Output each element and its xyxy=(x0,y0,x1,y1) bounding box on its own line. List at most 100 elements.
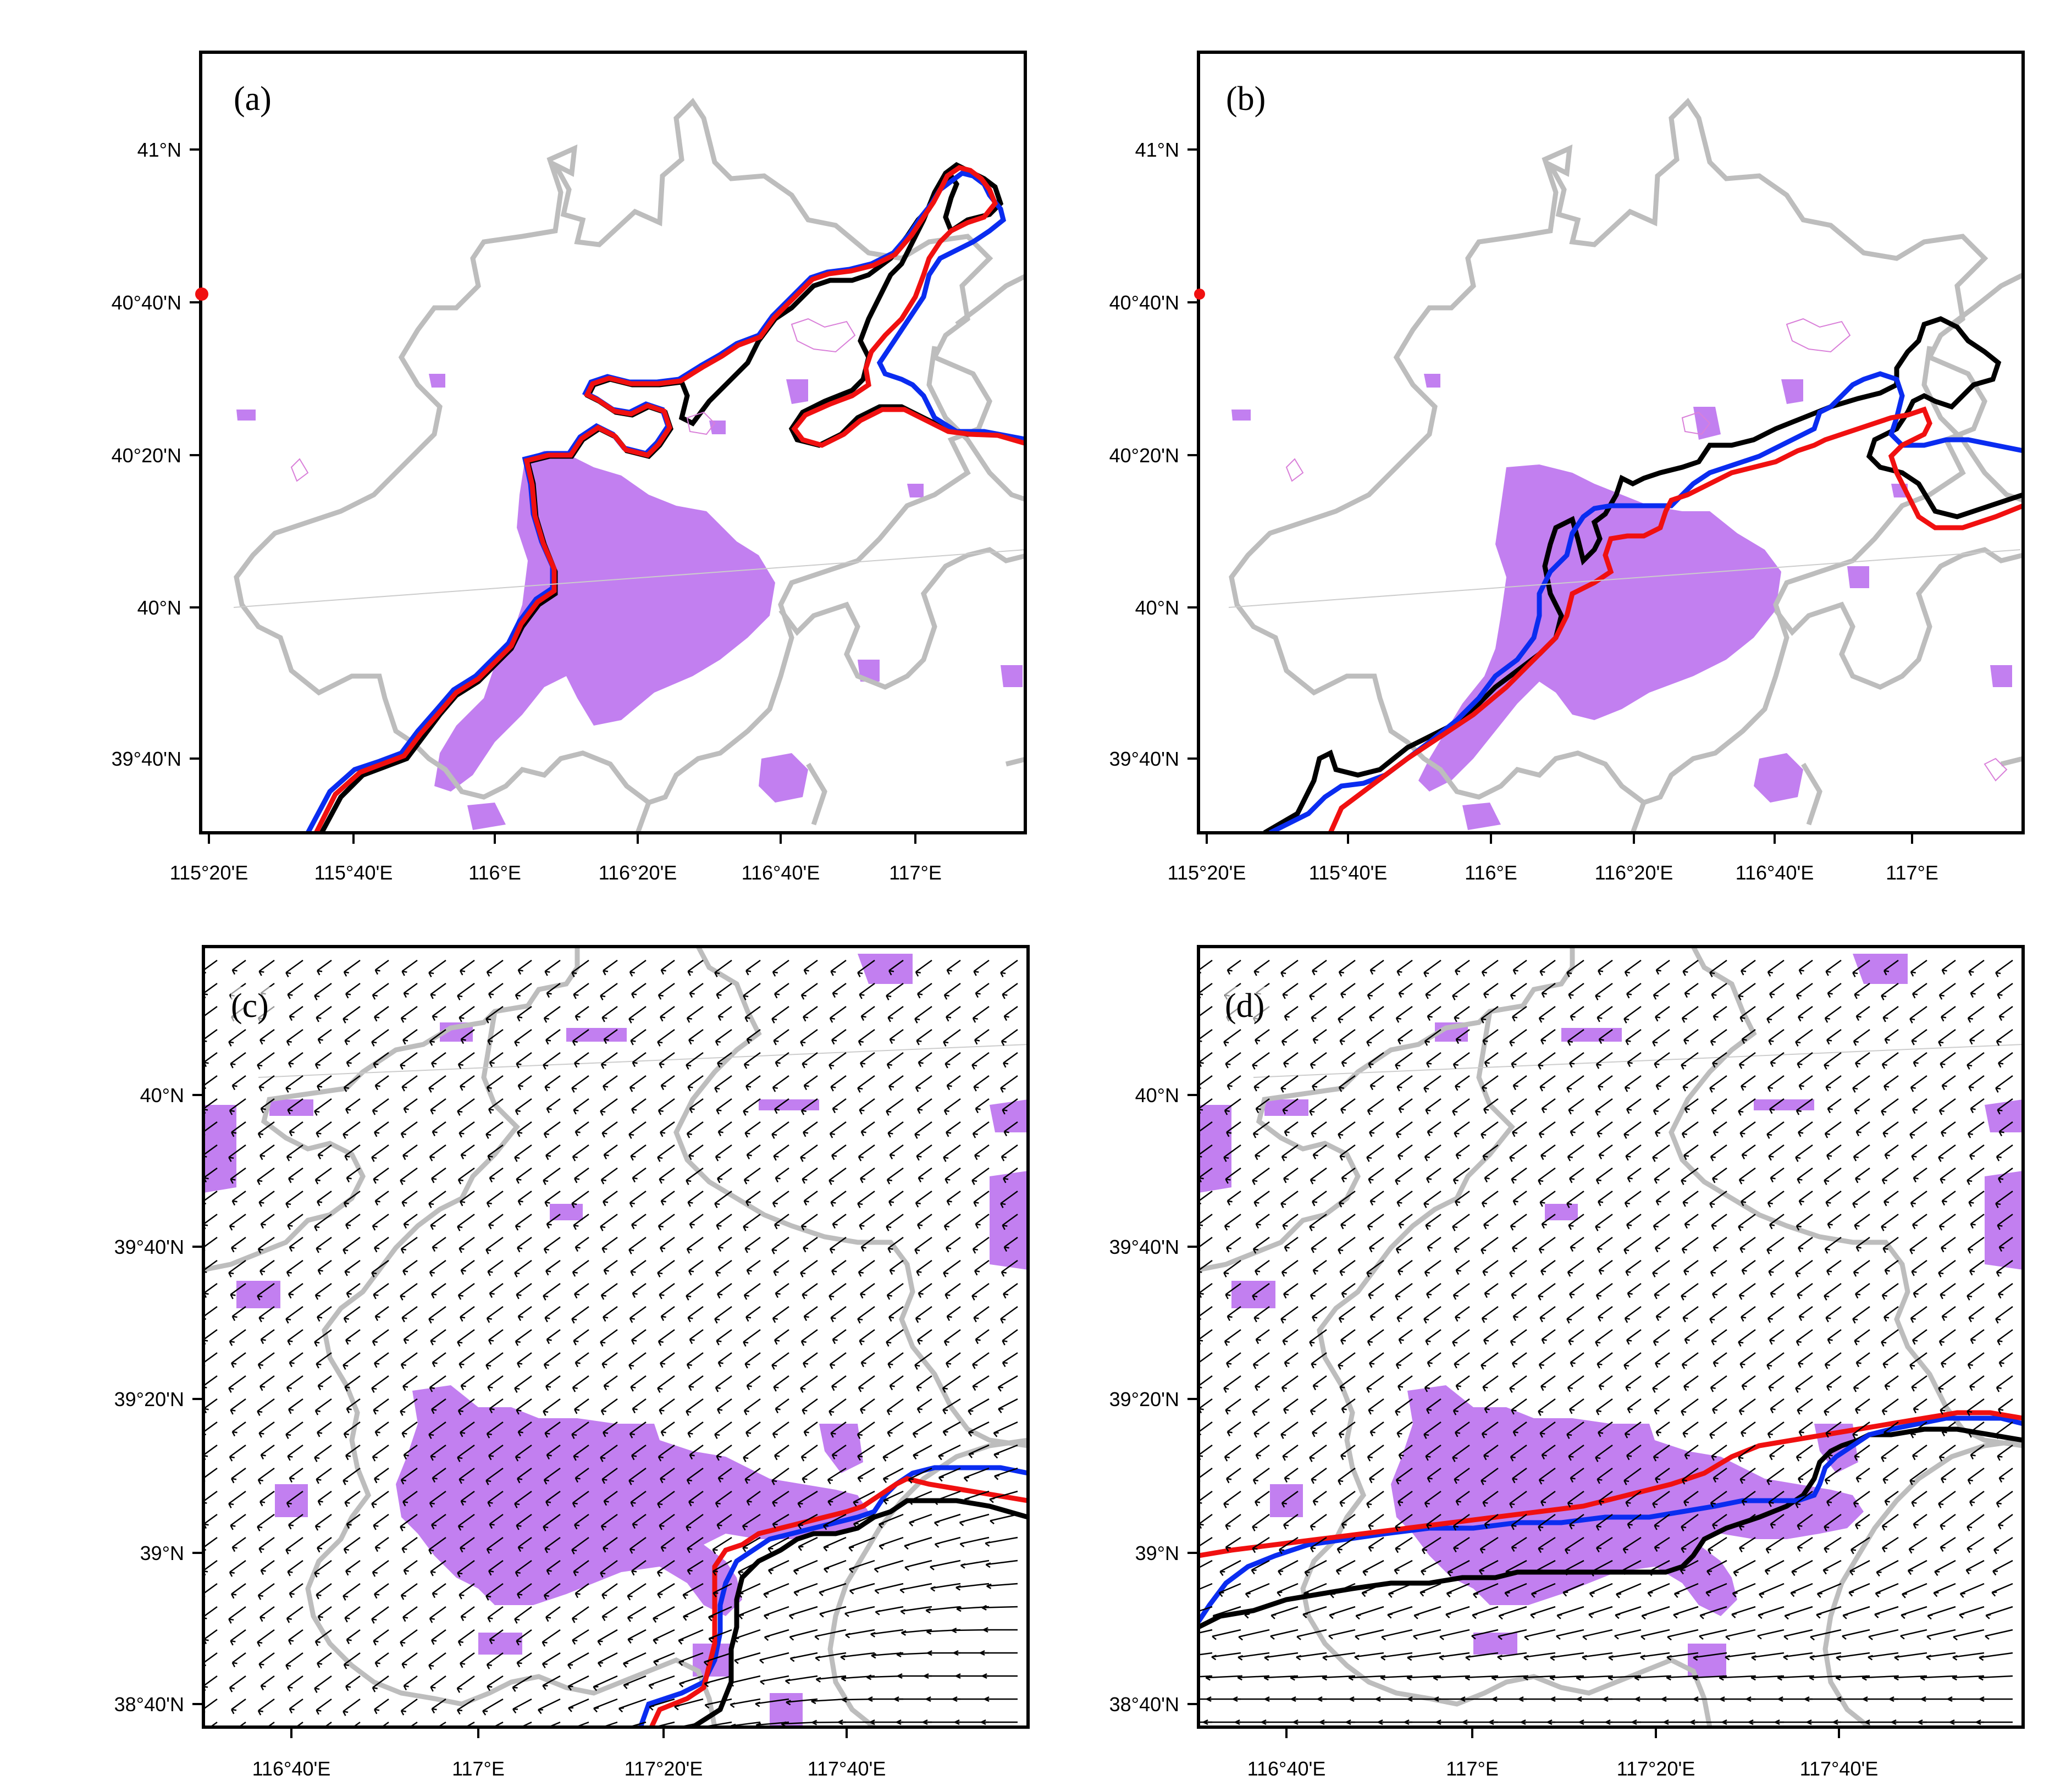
wind-vector xyxy=(1421,1559,1441,1576)
wind-vector xyxy=(1001,1028,1018,1046)
wind-vector xyxy=(830,1075,847,1092)
wind-vector xyxy=(1940,1282,1956,1299)
wind-vector xyxy=(1425,1444,1441,1461)
wind-vector xyxy=(517,959,532,975)
wind-vector xyxy=(286,1144,303,1162)
wind-vector xyxy=(430,1444,446,1461)
wind-vector xyxy=(1927,1606,1956,1620)
wind-vector xyxy=(1498,1629,1527,1640)
wind-vector xyxy=(512,1675,532,1692)
wind-vector xyxy=(1339,1028,1356,1046)
wind-vector xyxy=(1652,1259,1670,1277)
wind-vector xyxy=(1938,1375,1956,1393)
wind-vector xyxy=(1827,1444,1842,1460)
wind-vector xyxy=(542,1652,561,1668)
wind-vector xyxy=(257,1698,275,1716)
wind-vector xyxy=(1483,982,1499,999)
wind-vector xyxy=(1252,1121,1270,1138)
wind-vector xyxy=(1969,1028,1985,1045)
wind-vector xyxy=(1598,1144,1613,1160)
wind-vector xyxy=(1223,1490,1241,1508)
wind-vector xyxy=(457,1282,475,1300)
wind-vector xyxy=(1798,1306,1813,1321)
wind-vector xyxy=(372,1098,389,1115)
wind-vector xyxy=(1768,1028,1785,1046)
wind-vector xyxy=(1709,959,1727,977)
wind-vector xyxy=(1224,1444,1241,1462)
wind-vector xyxy=(772,1306,789,1323)
panel-c-urban-patch xyxy=(759,1099,819,1110)
wind-vector xyxy=(959,1513,990,1526)
wind-vector xyxy=(917,982,932,999)
wind-vector xyxy=(1934,1559,1956,1577)
wind-vector xyxy=(1397,1259,1413,1276)
wind-vector xyxy=(1540,1375,1556,1391)
wind-vector xyxy=(1953,1629,1985,1641)
wind-vector xyxy=(516,1282,532,1299)
panel-c-urban-patch xyxy=(858,954,913,984)
wind-vector xyxy=(1710,1375,1727,1392)
wind-vector xyxy=(400,1005,418,1023)
wind-vector xyxy=(544,1190,561,1207)
wind-vector xyxy=(1368,1052,1384,1069)
wind-vector xyxy=(627,1629,647,1644)
wind-vector xyxy=(400,1121,418,1138)
wind-vector xyxy=(857,1467,875,1483)
wind-vector xyxy=(1711,1098,1727,1115)
wind-vector xyxy=(285,959,303,977)
wind-vector xyxy=(1281,1259,1299,1277)
wind-vector xyxy=(1000,959,1018,977)
wind-vector xyxy=(914,1352,932,1370)
wind-vector xyxy=(1920,1675,1956,1681)
wind-vector xyxy=(1296,1629,1327,1640)
wind-vector xyxy=(1725,1652,1756,1661)
wind-vector xyxy=(572,1259,589,1277)
wind-vector xyxy=(1738,1329,1756,1347)
wind-vector xyxy=(1996,1490,2013,1508)
wind-vector xyxy=(960,1559,990,1569)
panel-b-urban-area xyxy=(1418,464,1781,792)
wind-vector xyxy=(1597,1005,1613,1022)
wind-vector xyxy=(1882,1536,1899,1553)
wind-vector xyxy=(345,1675,361,1691)
panel-c-map xyxy=(203,947,1028,1727)
wind-vector xyxy=(1941,1005,1956,1022)
wind-vector xyxy=(1270,1606,1299,1619)
wind-vector xyxy=(1330,1583,1356,1599)
wind-vector xyxy=(660,959,675,975)
wind-vector xyxy=(1681,1398,1699,1416)
wind-vector xyxy=(1538,1352,1556,1369)
wind-vector xyxy=(660,1352,675,1368)
wind-vector xyxy=(744,1352,761,1369)
wind-vector xyxy=(1911,1144,1927,1161)
wind-vector xyxy=(1909,1467,1927,1485)
wind-vector xyxy=(1738,1398,1756,1415)
wind-vector xyxy=(488,1213,504,1230)
wind-vector xyxy=(1002,1098,1018,1115)
wind-vector xyxy=(1824,1513,1842,1531)
wind-vector xyxy=(848,1536,875,1552)
wind-vector xyxy=(1827,1098,1842,1114)
wind-vector xyxy=(1969,1259,1985,1276)
wind-vector xyxy=(1395,1352,1413,1369)
wind-vector xyxy=(1683,1375,1699,1391)
wind-vector xyxy=(1445,1606,1470,1618)
wind-vector xyxy=(1768,1144,1785,1161)
wind-vector xyxy=(1570,1467,1584,1483)
wind-vector xyxy=(1568,1098,1584,1115)
wind-vector xyxy=(432,1583,446,1599)
wind-vector xyxy=(975,982,990,998)
wind-vector xyxy=(1615,1606,1642,1619)
wind-vector xyxy=(1512,1306,1527,1321)
wind-vector xyxy=(631,1329,647,1345)
wind-vector xyxy=(1423,959,1441,977)
wind-vector xyxy=(1738,1167,1756,1185)
wind-vector xyxy=(571,959,589,977)
wind-vector xyxy=(288,1513,303,1530)
wind-vector xyxy=(1368,1398,1384,1415)
wind-vector xyxy=(860,1052,875,1068)
wind-vector xyxy=(1809,1675,1842,1681)
wind-vector xyxy=(380,1721,389,1727)
wind-vector xyxy=(714,1306,732,1324)
wind-vector xyxy=(372,1329,389,1346)
